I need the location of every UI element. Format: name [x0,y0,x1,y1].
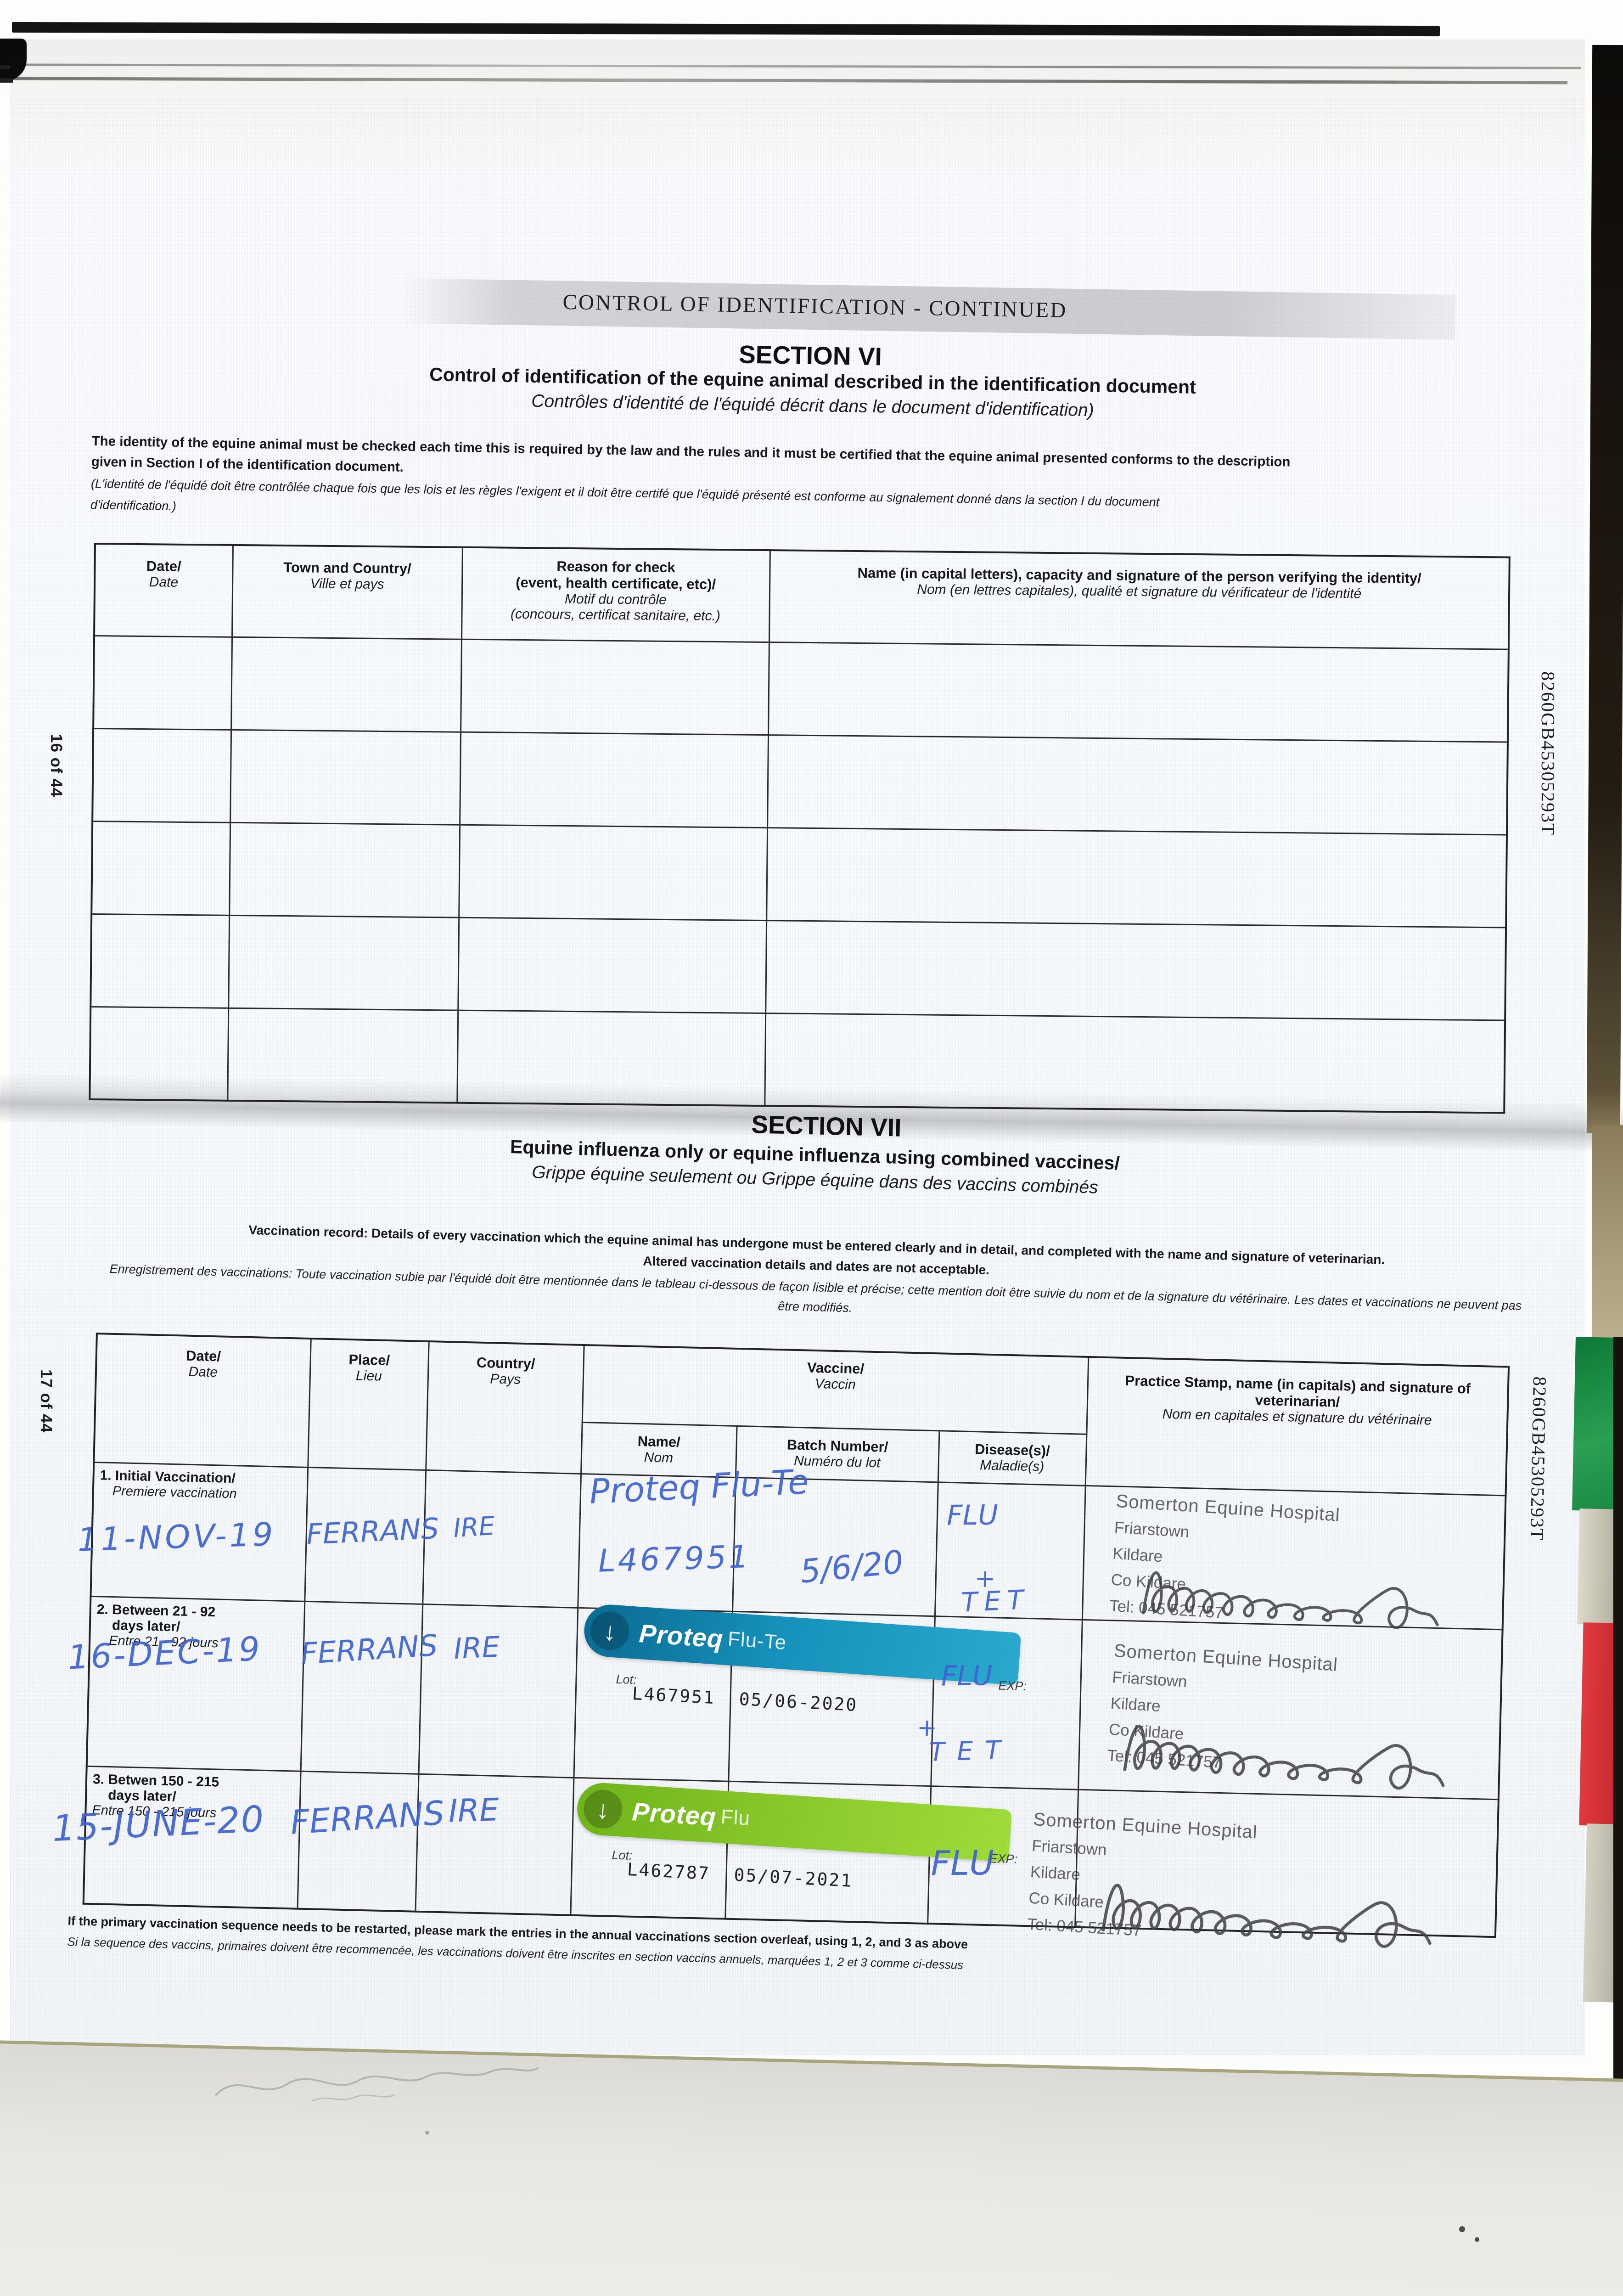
t7-header-disease: Disease(s)/ Maladie(s) [938,1430,1087,1486]
book-edge-sliver [1613,1337,1623,2090]
t7-header-vaccine: Vaccine/ Vaccin [582,1345,1089,1434]
book-edge-strip-lower [1592,1125,1623,1345]
row1-date-handwritten: 11-NOV-19 [77,1515,276,1559]
row2-country-handwritten: IRE [453,1630,501,1666]
page-number-bottom: 17 of 44 [37,1369,55,1433]
row1-disease-tet-handwritten: TET [960,1583,1031,1618]
sticker-brand: Proteq [631,1796,718,1831]
row2-veterinarian-signature [1123,1725,1445,1790]
document-code-top: 8260GB45305293T [1538,671,1559,836]
row2-disease-flu-handwritten: FLU [941,1660,993,1693]
row3-veterinarian-signature [1101,1884,1432,1948]
t6-empty-cell [91,821,230,915]
scan-edge-mark [0,78,13,83]
scan-speck [425,2131,429,2135]
t7-header-date: Date/ Date [94,1334,311,1467]
sticker-variant: Flu [720,1805,751,1830]
sticker-exp-label: EXP: [998,1678,1027,1693]
t6-empty-cell [92,728,231,822]
t6-empty-cell [90,913,230,1008]
scan-speck [1459,2226,1465,2232]
row1-place-handwritten: FERRANS [305,1511,440,1551]
t7-header-place: Place/ Lieu [308,1339,429,1470]
t6-empty-cell [93,636,232,730]
document-code-bottom: 8260GB45305293T [1526,1376,1551,1541]
row3-country-handwritten: IRE [448,1792,500,1830]
row2-disease-tet-handwritten: TET [929,1735,1013,1767]
sticker-down-arrow-icon: ↓ [582,1789,623,1830]
t6-header-town: Town and Country/ Ville et pays [232,545,462,639]
page-background [10,39,1585,2055]
book-edge-strip [1586,45,1623,1134]
scan-speck [1475,2237,1479,2242]
sticker-down-arrow-icon: ↓ [589,1610,631,1652]
pencil-scribble [215,2067,539,2102]
identification-checks-table: Date/ Date Town and Country/ Ville et pa… [89,543,1511,1114]
row1-batch-handwritten: L467951 [597,1539,752,1580]
t6-header-date: Date/ Date [94,544,233,637]
t7-row2-label: 2. Between 21 - 92 days later/ Entre 21 … [86,1596,305,1771]
sticker-variant: Flu-Te [727,1627,787,1654]
row1-veterinarian-signature [1142,1571,1439,1629]
row1-country-handwritten: IRE [452,1511,496,1544]
t6-header-reason: Reason for check (event, health certific… [461,547,770,642]
vaccination-table: Date/ Date Place/ Lieu Country/ Pays Vac… [51,1333,1510,1948]
t6-header-name: Name (in capital letters), capacity and … [769,550,1510,649]
scan-edge-mark [0,65,10,69]
scan-edge-strip [11,22,1440,37]
page-tab-green [1572,1337,1617,1511]
page-number-top: 16 of 44 [47,734,65,798]
row1-disease-flu-handwritten: FLU [946,1499,999,1532]
row3-disease-flu-handwritten: FLU [930,1843,994,1884]
t7-header-country: Country/ Pays [426,1341,584,1474]
sticker-brand: Proteq [638,1618,724,1654]
t7-header-stamp: Practice Stamp, name (in capitals) and s… [1085,1356,1509,1496]
